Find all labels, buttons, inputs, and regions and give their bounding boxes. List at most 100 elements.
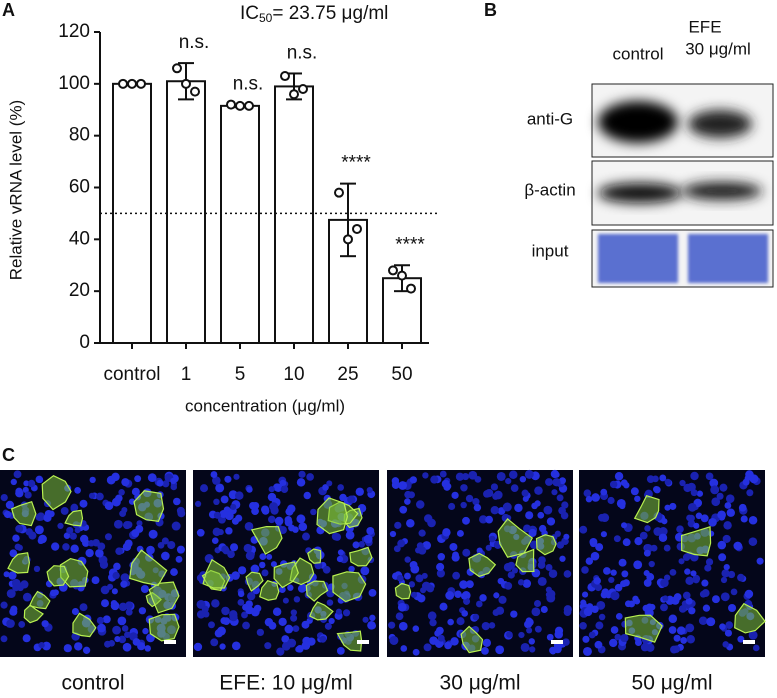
nucleus [698, 616, 708, 625]
nucleus [290, 609, 297, 616]
nucleus [131, 487, 140, 496]
nucleus [0, 493, 8, 502]
nucleus [369, 614, 376, 622]
nucleus [507, 571, 515, 579]
nucleus [15, 487, 23, 495]
nucleus [342, 609, 351, 617]
nucleus [545, 564, 553, 571]
infected-cell [468, 552, 497, 578]
nucleus [537, 576, 547, 586]
nucleus [685, 576, 694, 586]
data-point [289, 89, 299, 100]
nucleus [22, 592, 32, 602]
nucleus [266, 553, 273, 560]
nucleus [594, 583, 603, 592]
nucleus [33, 565, 41, 573]
nucleus [170, 477, 177, 485]
nucleus [485, 544, 492, 551]
blot-band [598, 183, 682, 203]
nucleus [746, 489, 754, 497]
nucleus [618, 558, 627, 567]
infected-cell [535, 534, 557, 556]
nucleus [79, 534, 89, 544]
nucleus [701, 579, 709, 587]
nucleus [110, 599, 118, 607]
blot-band [688, 234, 768, 283]
nucleus [404, 490, 412, 499]
nucleus [193, 642, 203, 652]
nucleus [643, 579, 652, 587]
data-point [388, 265, 398, 276]
nucleus [685, 597, 693, 605]
nucleus [408, 581, 416, 588]
nucleus [389, 635, 399, 645]
nucleus [328, 617, 335, 625]
nucleus [404, 572, 411, 580]
data-point [280, 71, 290, 82]
infected-cell [624, 614, 663, 643]
nucleus [210, 638, 219, 647]
nucleus [144, 645, 151, 652]
nucleus [668, 614, 678, 624]
data-point [406, 283, 416, 294]
nucleus [156, 479, 164, 487]
nucleus [643, 570, 650, 577]
nucleus [488, 535, 496, 543]
nucleus [595, 621, 604, 630]
nucleus [752, 644, 760, 652]
nucleus [70, 505, 77, 513]
nucleus [200, 484, 209, 493]
nucleus [723, 521, 732, 530]
nucleus [435, 626, 444, 635]
nucleus [450, 637, 459, 646]
y-axis-label: Relative vRNA level (%) [6, 100, 25, 280]
nucleus [118, 489, 125, 496]
nucleus [686, 635, 695, 644]
nucleus [706, 617, 716, 627]
nucleus [63, 532, 71, 539]
nucleus [621, 522, 628, 529]
nucleus [430, 475, 439, 484]
nucleus [336, 555, 344, 563]
nucleus [16, 544, 23, 551]
nucleus [34, 525, 44, 535]
nucleus [546, 593, 556, 603]
nucleus [462, 516, 470, 525]
nucleus [268, 621, 277, 630]
nucleus [299, 583, 308, 592]
x-tick-label: 50 [391, 364, 412, 385]
nucleus [362, 616, 369, 623]
nucleus [140, 584, 149, 594]
nucleus [229, 610, 238, 619]
infected-cell [394, 582, 412, 600]
nucleus [363, 534, 373, 544]
nucleus [589, 540, 597, 548]
nucleus [646, 475, 655, 483]
nucleus [74, 642, 83, 651]
nucleus [118, 602, 128, 612]
nucleus [526, 627, 533, 634]
nucleus [95, 548, 104, 558]
nucleus [246, 486, 253, 493]
nucleus [310, 508, 317, 516]
nucleus [104, 640, 111, 648]
nucleus [534, 625, 542, 633]
nucleus [284, 516, 292, 524]
nucleus [650, 544, 658, 552]
nucleus [288, 524, 295, 532]
nucleus [274, 483, 283, 492]
nucleus [492, 609, 500, 617]
nucleus [723, 563, 730, 571]
nucleus [708, 518, 717, 527]
nucleus [699, 590, 707, 598]
nucleus [479, 515, 488, 524]
nucleus [660, 578, 669, 588]
nucleus [670, 645, 678, 654]
nucleus [711, 595, 720, 604]
nucleus [528, 638, 535, 645]
nucleus [610, 591, 620, 601]
nucleus [726, 508, 735, 517]
nucleus [131, 529, 140, 538]
nucleus [274, 516, 284, 526]
